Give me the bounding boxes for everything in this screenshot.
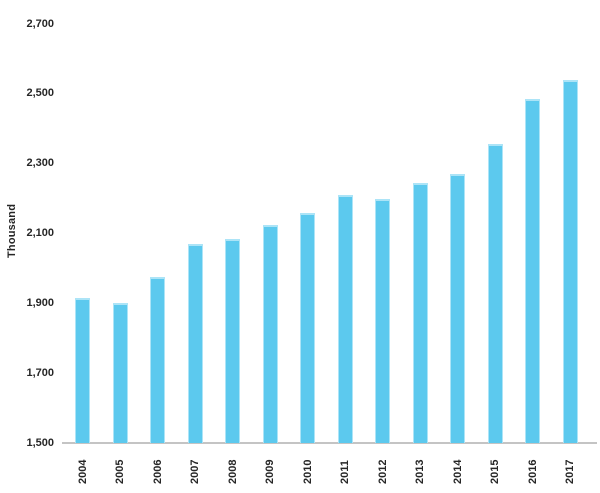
y-tick-label: 2,300 [26,157,54,170]
y-tick-label: 2,100 [26,227,54,239]
bar-2005 [112,303,128,443]
bar-2004 [75,298,90,443]
x-tick-label-2011: 2011 [339,460,351,484]
x-tick-label-2017: 2017 [564,459,576,484]
x-tick-label-2009: 2009 [264,459,276,484]
x-tick-label-2004: 2004 [76,459,89,484]
y-tick-label: 1,500 [26,436,54,449]
x-tick-label-2016: 2016 [526,459,539,484]
bar-2013 [412,182,428,443]
bar-2006 [150,277,165,443]
bar-2015 [487,144,503,443]
bar-2009 [262,224,278,443]
bar-2012 [375,198,390,443]
x-tick-label-2010: 2010 [301,459,314,484]
bar-2010 [300,212,315,443]
bar-2011 [337,195,353,443]
x-tick-label-2005: 2005 [114,459,126,484]
x-axis-line [62,442,597,444]
bar-2016 [525,99,540,443]
y-tick-label: 2,700 [26,17,54,30]
bar-2008 [225,238,240,443]
x-tick-label-2008: 2008 [226,459,239,484]
x-tick-label-2007: 2007 [189,459,201,484]
bar-2017 [562,79,578,443]
x-tick-label-2006: 2006 [151,459,164,484]
y-tick-label: 2,500 [26,87,54,100]
bar-2014 [450,174,465,443]
y-tick-label: 1,700 [26,366,54,379]
y-tick-label: 1,900 [26,296,54,309]
bar-2007 [187,243,203,443]
x-tick-label-2013: 2013 [414,459,426,484]
x-tick-label-2012: 2012 [376,459,389,484]
x-tick-label-2015: 2015 [489,459,501,484]
x-tick-label-2014: 2014 [451,459,464,484]
